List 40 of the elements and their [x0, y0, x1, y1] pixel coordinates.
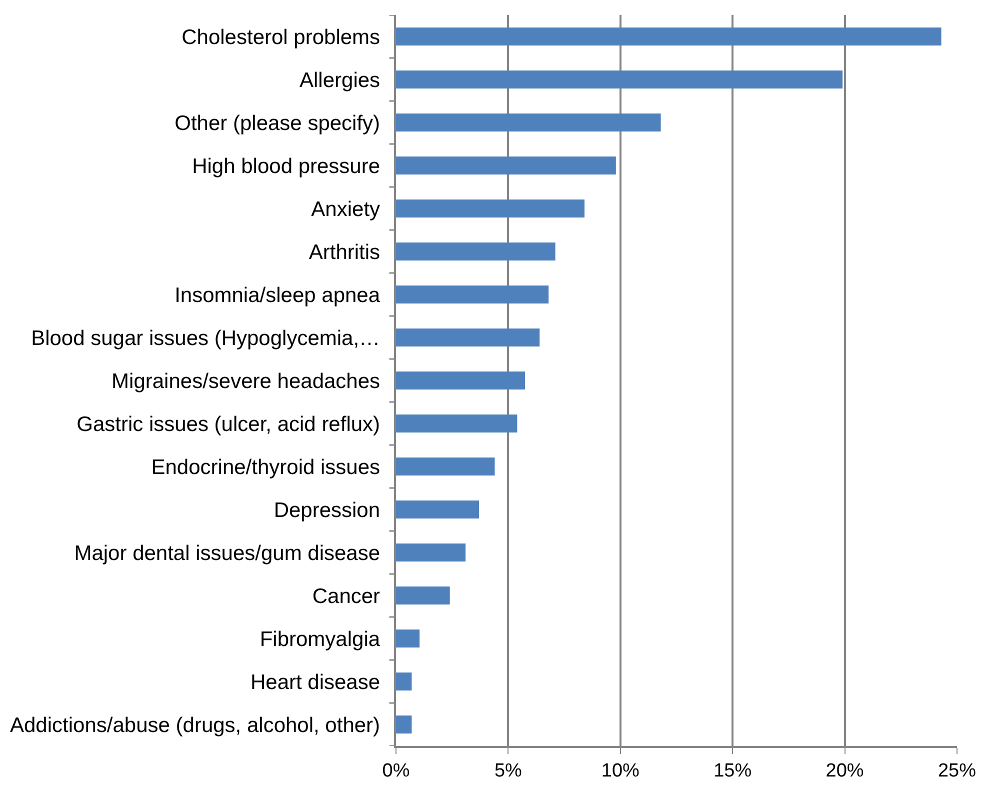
- y-tick-label: Major dental issues/gum disease: [74, 542, 380, 565]
- y-tick-label: Cancer: [312, 584, 380, 608]
- bar: [396, 328, 540, 347]
- y-tick-label: Endocrine/thyroid issues: [151, 456, 380, 479]
- x-tick-label: 10%: [601, 760, 640, 782]
- x-tick-label: 25%: [938, 760, 976, 782]
- y-tick-label: Gastric issues (ulcer, acid reflux): [76, 412, 380, 436]
- bar: [396, 113, 661, 132]
- y-tick-label: Blood sugar issues (Hypoglycemia,…: [31, 326, 380, 350]
- bar: [396, 285, 549, 304]
- x-tick-label: 20%: [826, 760, 864, 782]
- bar: [396, 414, 518, 433]
- bar: [396, 242, 556, 261]
- bar: [396, 70, 843, 89]
- x-tick-label: 0%: [382, 760, 410, 782]
- bar: [396, 371, 526, 390]
- y-tick-label: Migraines/severe headaches: [112, 370, 380, 393]
- bar: [396, 27, 942, 46]
- bar: [396, 586, 450, 605]
- y-tick-label: Allergies: [300, 68, 380, 92]
- y-tick-label: Arthritis: [308, 240, 380, 264]
- bar: [396, 715, 412, 734]
- bar: [396, 629, 420, 648]
- y-tick-label: Heart disease: [250, 670, 380, 694]
- bar: [396, 457, 495, 476]
- bar: [396, 500, 480, 519]
- y-tick-label: Other (please specify): [174, 112, 380, 135]
- bar: [396, 156, 616, 175]
- x-tick-label: 5%: [494, 760, 522, 782]
- y-tick-label: Insomnia/sleep apnea: [174, 284, 380, 307]
- bar: [396, 199, 584, 218]
- x-tick-label: 15%: [714, 760, 752, 782]
- y-tick-label: Anxiety: [311, 198, 381, 221]
- bar: [396, 543, 466, 562]
- y-tick-label: Cholesterol problems: [182, 26, 380, 49]
- y-tick-label: Addictions/abuse (drugs, alcohol, other): [10, 714, 380, 737]
- y-tick-label: High blood pressure: [192, 154, 380, 178]
- bar: [396, 672, 412, 691]
- y-tick-label: Depression: [274, 498, 380, 522]
- y-tick-label: Fibromyalgia: [260, 628, 380, 651]
